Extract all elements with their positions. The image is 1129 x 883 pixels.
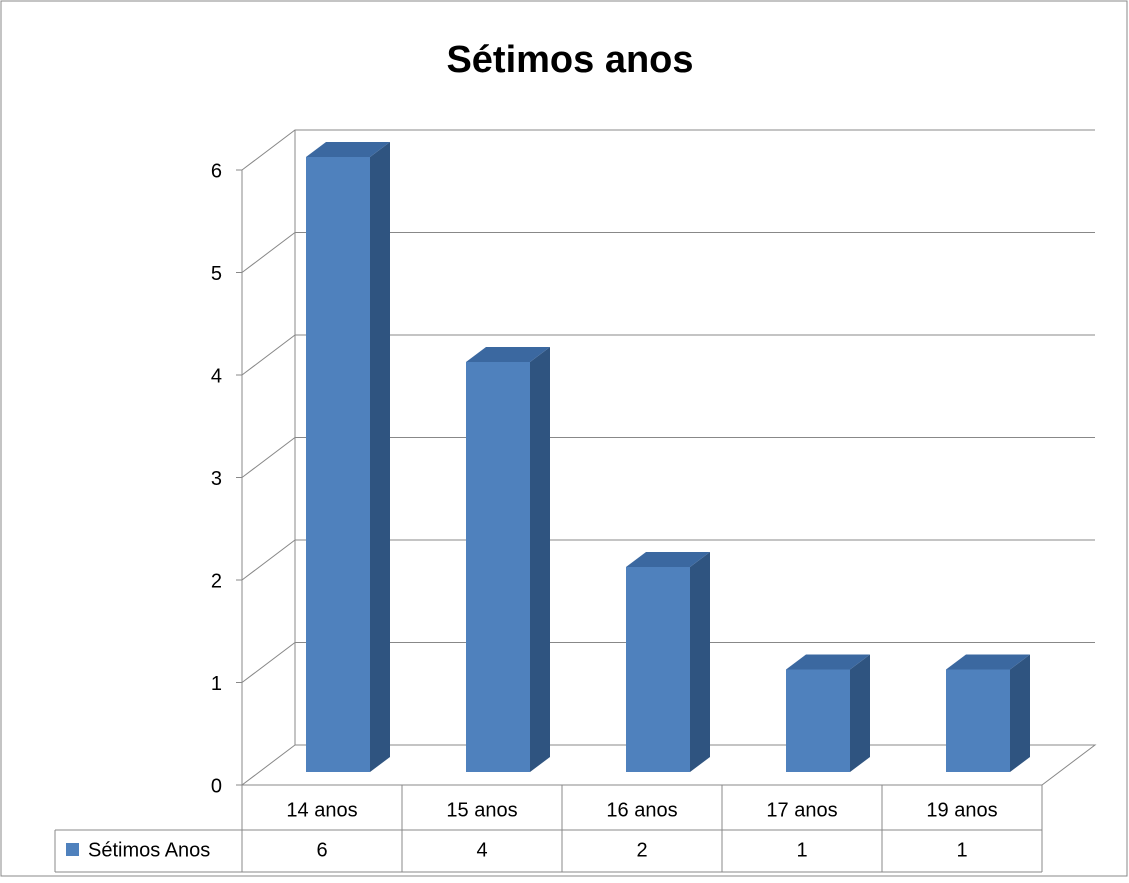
bar-side	[690, 552, 710, 772]
grid-line	[241, 334, 1095, 376]
bar	[626, 567, 690, 772]
bar	[306, 157, 370, 772]
x-tick-label: 19 anos	[926, 799, 997, 821]
y-tick-label: 6	[211, 160, 222, 182]
bar-top	[306, 142, 390, 157]
table-value: 2	[636, 839, 647, 861]
floor	[240, 744, 1097, 786]
x-tick-label: 17 anos	[766, 799, 837, 821]
bar-top	[786, 654, 870, 670]
y-tick-label: 2	[211, 570, 222, 592]
bar-side	[850, 654, 870, 772]
bar-side	[370, 142, 390, 772]
y-tick-label: 1	[211, 673, 222, 695]
bar-top	[946, 654, 1030, 670]
table-value: 4	[476, 839, 487, 861]
bar	[466, 362, 530, 772]
bar-top	[466, 347, 550, 362]
y-tick-label: 0	[211, 775, 222, 797]
x-tick-label: 14 anos	[286, 799, 357, 821]
y-tick-label: 5	[211, 263, 222, 285]
grid-line	[241, 642, 1095, 683]
chart-title: Sétimos anos	[446, 39, 693, 81]
table-value: 1	[796, 839, 807, 861]
bar-side	[530, 347, 550, 772]
grid-line	[241, 232, 1095, 273]
grid-line	[241, 437, 1095, 478]
y-tick-label: 3	[211, 468, 222, 490]
grid-line	[241, 539, 1095, 581]
bar	[786, 669, 850, 772]
bar-side	[1010, 654, 1030, 772]
grid-line	[241, 129, 1095, 171]
y-tick-label: 4	[211, 365, 222, 387]
legend-swatch	[66, 843, 79, 856]
table-value: 1	[956, 839, 967, 861]
bar	[946, 669, 1010, 772]
table-value: 6	[316, 839, 327, 861]
legend-label: Sétimos Anos	[88, 839, 210, 861]
x-tick-label: 16 anos	[606, 799, 677, 821]
x-tick-label: 15 anos	[446, 799, 517, 821]
bar-top	[626, 552, 710, 567]
